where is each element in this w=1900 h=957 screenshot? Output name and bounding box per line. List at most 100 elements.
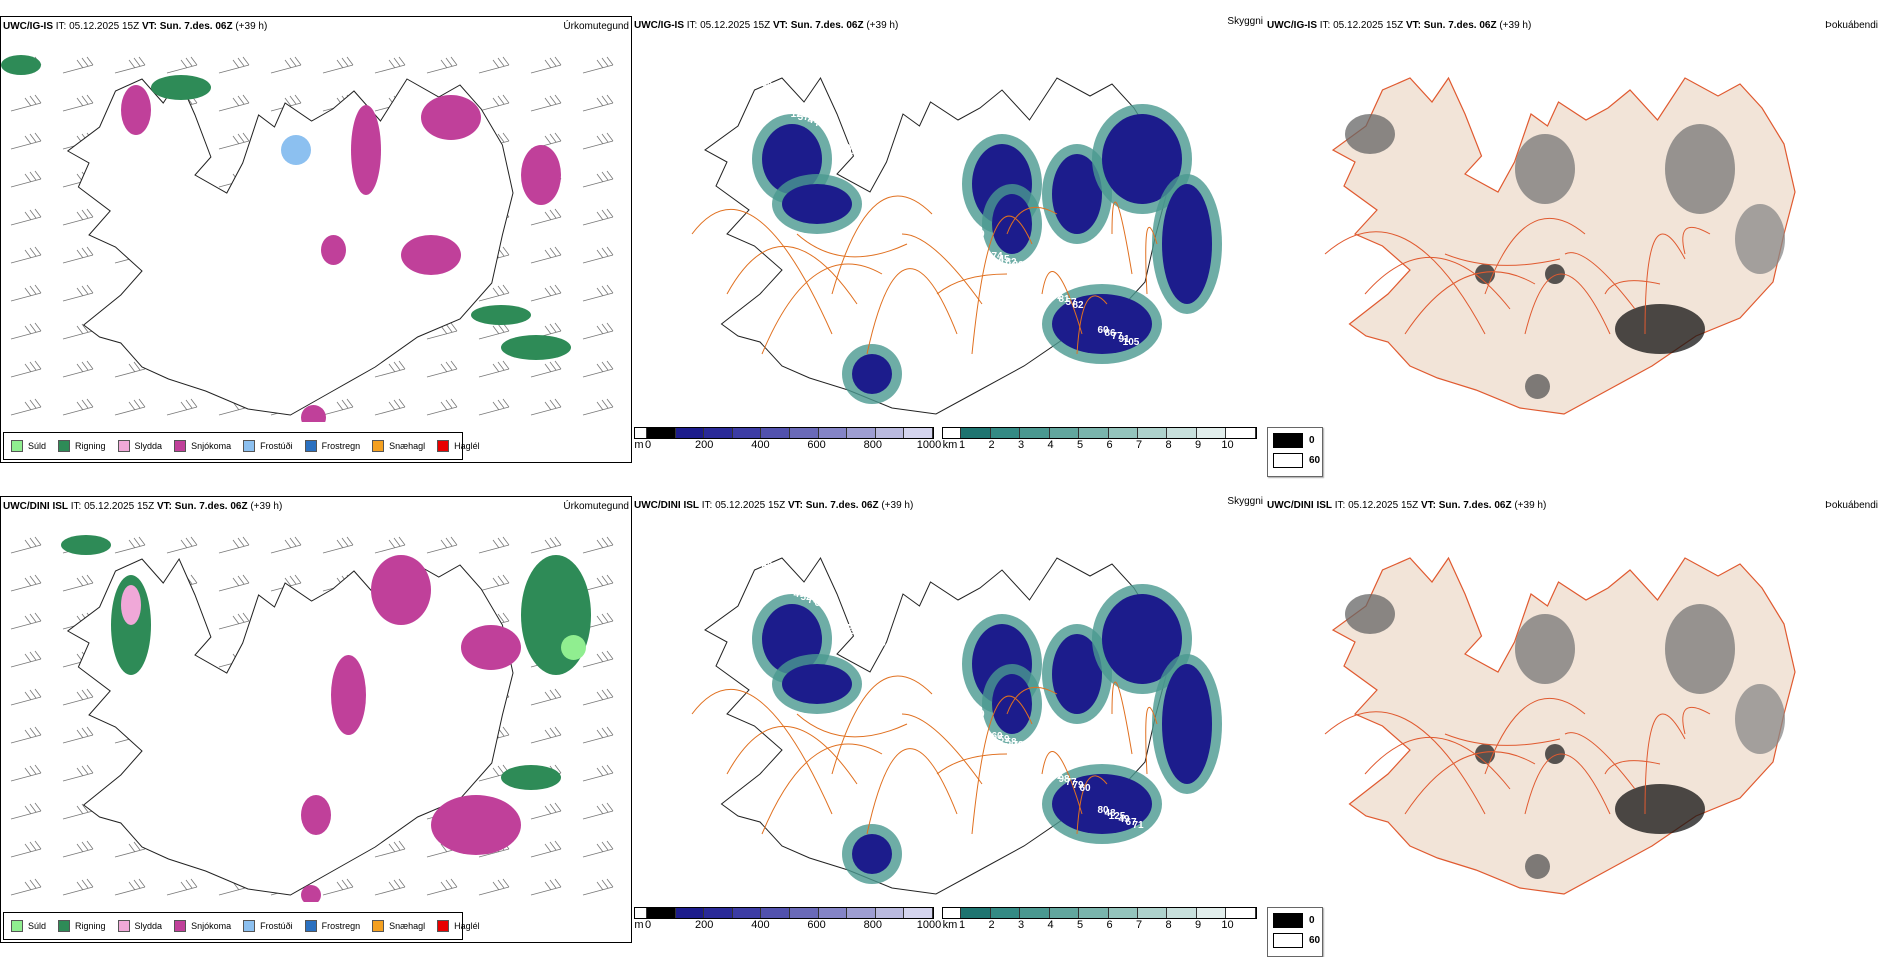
visibility-panel-igis: UWC/IG-IS IT: 05.12.2025 15Z VT: Sun. 7.… (632, 16, 1265, 463)
legend-swatch (11, 440, 23, 452)
road (1324, 231, 1486, 335)
wind-barb-icon (62, 360, 94, 378)
cloud-base-label: 82 (1051, 771, 1063, 782)
precip-legend-item: Slydda (117, 440, 163, 452)
cloud-base-area (852, 354, 892, 394)
wind-barb-icon (62, 246, 94, 264)
iceland-precip-map (1, 55, 614, 422)
wind-barb-icon (322, 56, 354, 74)
cloud-base-label: 125 (1109, 811, 1126, 822)
cloud-base-label: 66 (761, 561, 773, 572)
wind-barb-icon (530, 56, 562, 74)
cloud-base-label: 86 (1012, 260, 1024, 271)
wind-barb-icon (62, 764, 94, 782)
fog-area (1475, 264, 1495, 284)
cloud-base-area (1102, 114, 1182, 204)
cloud-base-label: 47 (807, 115, 819, 126)
wind-barb-icon (426, 878, 458, 896)
road (1145, 706, 1158, 775)
colorbar-cell (1020, 908, 1050, 918)
height-tick: 200 (695, 439, 714, 451)
cloud-base-label: 70 (747, 555, 759, 566)
precip-type-panel-igis: UWC/IG-IS IT: 05.12.2025 15Z VT: Sun. 7.… (0, 16, 632, 463)
visibility-tick: 2 (988, 919, 995, 931)
colorbar-cell (1108, 908, 1138, 918)
wind-barb-icon (62, 284, 94, 302)
wind-barb-icon (530, 726, 562, 744)
visibility-map: 74 63 65 98 60 60 58 80 95 59 72 97 63 77 59 82 48 58 42 49… (632, 514, 1265, 903)
visibility-tick: 7 (1135, 919, 1143, 931)
road (691, 208, 833, 335)
cloud-base-label: 117 (950, 220, 967, 231)
cloud-base-label: 42 (740, 552, 752, 563)
colorbar-cell (961, 908, 991, 918)
road (1524, 273, 1611, 335)
colorbar-cell (904, 428, 933, 438)
cloud-base-label: 52 (892, 180, 904, 191)
colorbar-cell (1226, 908, 1256, 918)
fog-area (1735, 684, 1785, 754)
precip-legend-item: Frostúði (243, 920, 293, 932)
wind-barb-icon (10, 208, 42, 226)
road (761, 263, 883, 355)
cloud-base-label: 77 (945, 697, 957, 708)
visibility-unit: km (942, 439, 958, 451)
cloud-base-label: 60 (991, 731, 1003, 742)
road (1041, 751, 1083, 815)
height-colorbar: m 0 200 400 600 800 1000 (634, 427, 941, 459)
cloud-base-label: 42 (1026, 746, 1038, 757)
colorbar-cell (1167, 428, 1197, 438)
fog-legend: 0 60 (1267, 907, 1323, 957)
cloud-base-label: 322 (904, 186, 921, 197)
wind-barb-icon (530, 802, 562, 820)
wind-barb-icon (62, 94, 94, 112)
wind-barb-icon (530, 360, 562, 378)
precip-legend-item: Frostregn (304, 920, 360, 932)
fog-area (1615, 784, 1705, 834)
cloud-base-label: 98 (885, 657, 897, 668)
wind-barb-icon (582, 726, 614, 744)
cloud-base-label: 63 (892, 660, 904, 671)
panel-header: UWC/DINI ISL IT: 05.12.2025 15Z VT: Sun.… (634, 500, 914, 511)
legend-label: Snæhagl (389, 921, 426, 931)
precip-legend-item: Snjókoma (174, 440, 231, 452)
wind-barb-icon (62, 208, 94, 226)
cloud-base-area (1052, 294, 1152, 354)
colorbar-cell (990, 908, 1021, 918)
coastline (1331, 76, 1796, 415)
cloud-base-label: 99 (761, 81, 773, 92)
fog-legend: 0 60 (1267, 427, 1323, 477)
legend-swatch (304, 920, 317, 932)
cloud-base-label: 45 (1178, 854, 1190, 865)
colorbar-cell (1138, 428, 1168, 438)
wind-barb-icon (582, 688, 614, 706)
wind-barb-icon (10, 94, 42, 112)
precip-legend-item: Frostúði (243, 440, 293, 452)
wind-barb-icon (478, 398, 510, 416)
wind-barb-icon (582, 398, 614, 416)
wind-barb-icon (114, 536, 146, 554)
cloud-base-label: 60 (966, 706, 978, 717)
cloud-base-label: 77 (1065, 777, 1077, 788)
cloud-base-area (1052, 634, 1102, 714)
cloud-base-label: 70 (1171, 371, 1183, 382)
visibility-tick: 1 (958, 919, 966, 931)
legend-swatch (11, 920, 23, 932)
wind-barb-icon (218, 612, 250, 630)
legend-label: Slydda (134, 921, 163, 931)
precip-legend-item: Súld (11, 440, 46, 452)
height-unit: m (634, 919, 644, 931)
road (796, 233, 908, 258)
cloud-base-label: 105 (858, 632, 875, 643)
cloud-base-label: 100 (897, 183, 914, 194)
colorbar-cell (1138, 908, 1168, 918)
wind-barb-icon (114, 398, 146, 416)
height-tick: 800 (863, 439, 882, 451)
cloud-base-label: 58 (754, 78, 766, 89)
wind-barb-icon (582, 878, 614, 896)
legend-swatch (372, 920, 385, 932)
legend-label: Slydda (134, 441, 163, 451)
variable-name: Úrkomutegund (563, 501, 629, 512)
wind-barb-icon (426, 360, 458, 378)
cloud-base-label: 48 (1104, 808, 1116, 819)
